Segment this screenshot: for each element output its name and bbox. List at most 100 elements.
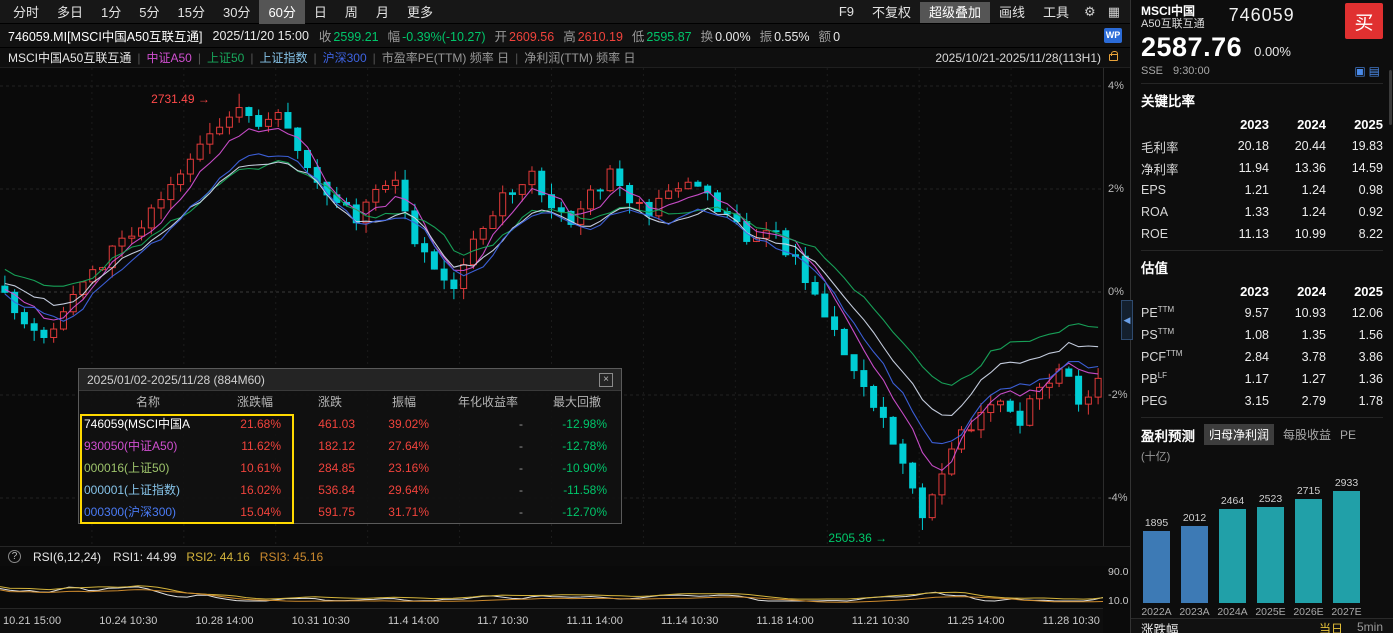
ratio-label: PSTTM [1141, 327, 1175, 343]
period-tab-15分[interactable]: 15分 [177, 5, 205, 20]
table-cell[interactable]: -12.70% [562, 505, 607, 519]
ratio-row: 毛利率 20.18 20.44 19.83 [1141, 135, 1383, 157]
scrollbar[interactable] [1389, 70, 1392, 125]
period-tab-30分[interactable]: 30分 [222, 5, 251, 20]
bar-rect [1143, 531, 1170, 603]
rsi-axis-bottom: 10.0 [1108, 595, 1129, 607]
legend-item[interactable]: 上证指数 [259, 51, 308, 65]
table-cell[interactable]: - [519, 505, 523, 519]
y-axis-label: -2% [1108, 389, 1128, 402]
period-tab-日[interactable]: 日 [313, 5, 327, 20]
table-cell[interactable]: 536.84 [318, 483, 355, 497]
footer-tab-当日[interactable]: 当日 [1318, 622, 1343, 633]
bar-category-label: 2025E [1255, 606, 1286, 618]
ratio-row: ROE 11.13 10.99 8.22 [1141, 223, 1383, 245]
table-cell[interactable]: 31.71% [388, 505, 429, 519]
table-cell[interactable]: 11.62% [241, 439, 281, 453]
wp-badge-icon[interactable]: WP [1104, 28, 1122, 43]
table-row-name[interactable]: 930050(中证A50) [84, 439, 178, 453]
ratio-row: EPS 1.21 1.24 0.98 [1141, 179, 1383, 201]
f9-button[interactable]: F9 [838, 4, 854, 19]
period-tab-分时[interactable]: 分时 [13, 5, 40, 20]
footer-tab-5min[interactable]: 5min [1356, 620, 1383, 633]
tool-button-超级叠加[interactable]: 超级叠加 [920, 2, 991, 23]
table-row-name[interactable]: 000001(上证指数) [84, 483, 181, 497]
table-cell[interactable]: -11.58% [563, 483, 607, 497]
help-icon[interactable]: ? [8, 550, 21, 563]
table-cell[interactable]: 284.85 [318, 461, 355, 475]
table-cell[interactable]: 591.75 [318, 505, 355, 519]
quote-datetime: 2025/11/20 15:00 [212, 28, 309, 43]
legend-item[interactable]: 上证50 [206, 51, 245, 65]
forecast-bar: 1895 2022A [1141, 517, 1171, 618]
tool-button-工具[interactable]: 工具 [1043, 5, 1070, 20]
table-cell[interactable]: 10.61% [240, 461, 281, 475]
gear-icon[interactable]: ⚙ [1084, 3, 1096, 19]
rsi-value: RSI3: 45.16 [259, 549, 324, 564]
quote-field: 高 2610.19 [563, 30, 623, 44]
ratio-value: 3.86 [1358, 350, 1383, 364]
table-cell[interactable]: 21.68% [240, 417, 281, 431]
table-cell[interactable]: 29.64% [388, 483, 429, 497]
quote-field: 低 2595.87 [632, 30, 692, 44]
ratio-label: PBLF [1141, 371, 1168, 387]
legend-item[interactable]: 中证A50 [146, 51, 192, 65]
table-cell[interactable]: - [519, 417, 523, 431]
table-cell[interactable]: 27.64% [388, 439, 429, 453]
price-plot[interactable]: 2731.49 → 2505.36 → [0, 68, 1103, 546]
quote-field-value: 0 [833, 30, 841, 44]
panel-mini-icons[interactable]: ▣▤ [1354, 64, 1383, 78]
legend-item[interactable]: 市盈率PE(TTM) 频率 日 [381, 51, 510, 65]
period-tab-多日[interactable]: 多日 [57, 5, 84, 20]
table-cell[interactable]: 39.02% [388, 417, 429, 431]
table-cell[interactable]: 23.16% [388, 461, 429, 475]
table-row-name[interactable]: 746059(MSCI中国A [84, 417, 191, 431]
forecast-tab-PE[interactable]: PE [1340, 427, 1357, 442]
tool-buttons: F9 不复权 超级叠加 画线 工具 ⚙ ▦ [830, 1, 1126, 23]
rsi-chart[interactable]: 90.0 10.0 [0, 566, 1130, 608]
table-cell[interactable]: - [519, 483, 523, 497]
close-icon[interactable]: × [599, 372, 613, 387]
forecast-tab-每股收益[interactable]: 每股收益 [1283, 428, 1332, 442]
quote-field-value: -0.39%(-10.27) [402, 30, 486, 44]
table-row-name[interactable]: 000300(沪深300) [84, 505, 177, 519]
ratio-label: PETTM [1141, 305, 1175, 321]
table-cell[interactable]: 15.04% [240, 505, 281, 519]
buy-button[interactable]: 买 [1345, 3, 1383, 39]
forecast-tab-归母净利润[interactable]: 归母净利润 [1204, 424, 1275, 445]
table-cell[interactable]: 461.03 [318, 417, 355, 431]
ratio-value: 1.08 [1244, 328, 1269, 342]
legend-item[interactable]: MSCI中国A50互联互通 [8, 51, 132, 65]
period-tab-月[interactable]: 月 [375, 5, 389, 20]
comparison-table[interactable]: 2025/01/02-2025/11/28 (884M60) × 名称 涨跌幅 涨跌… [78, 368, 622, 524]
time-axis-label: 11.25 14:00 [947, 615, 1005, 627]
lock-icon[interactable] [1109, 51, 1118, 61]
table-row-name[interactable]: 000016(上证50) [84, 461, 170, 475]
period-tab-更多[interactable]: 更多 [406, 5, 433, 20]
table-cell[interactable]: - [519, 461, 523, 475]
period-tab-5分[interactable]: 5分 [139, 5, 160, 20]
layout-icon[interactable]: ▦ [1107, 3, 1120, 19]
table-cell[interactable]: -12.78% [562, 439, 607, 453]
table-cell[interactable]: -12.98% [562, 417, 607, 431]
period-tab-60分[interactable]: 60分 [259, 0, 305, 24]
bar-rect [1333, 491, 1360, 603]
quote-field-label: 开 [494, 30, 508, 44]
footer-metric-label: 涨跌幅 [1141, 623, 1179, 633]
legend-item[interactable]: 净利润(TTM) 频率 日 [524, 51, 636, 65]
collapse-panel-arrow[interactable]: ◀ [1121, 300, 1133, 340]
ratio-row: PCFTTM 2.84 3.78 3.86 [1141, 346, 1383, 368]
period-tab-1分[interactable]: 1分 [101, 5, 122, 20]
tool-button-画线[interactable]: 画线 [999, 5, 1026, 20]
period-tab-周[interactable]: 周 [344, 5, 358, 20]
table-cell[interactable]: 16.02% [240, 483, 281, 497]
rsi-label[interactable]: RSI(6,12,24) [33, 549, 102, 564]
table-cell[interactable]: -10.90% [562, 461, 607, 475]
table-cell[interactable]: 182.12 [318, 439, 355, 453]
y-axis-label: 2% [1108, 183, 1124, 196]
tool-button-不复权[interactable]: 不复权 [871, 5, 911, 20]
session-time: 9:30:00 [1173, 65, 1210, 77]
candlestick-chart[interactable]: 2731.49 → 2505.36 → 4% 2% 0% -2% -4% 2025/01/… [0, 68, 1130, 546]
legend-item[interactable]: 沪深300 [322, 51, 367, 65]
table-cell[interactable]: - [519, 439, 523, 453]
